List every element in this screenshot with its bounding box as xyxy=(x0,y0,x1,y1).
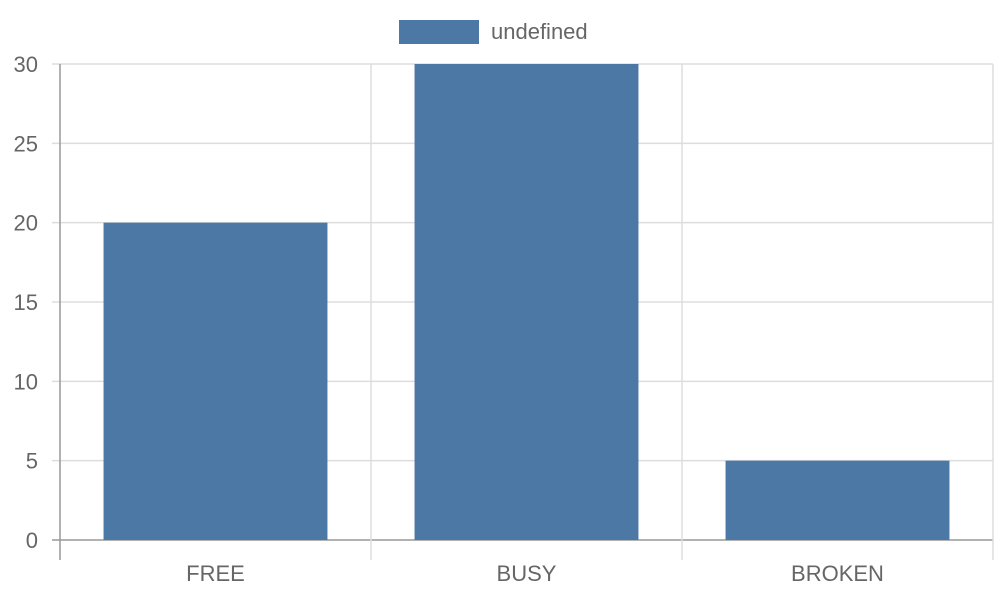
y-tick-label: 10 xyxy=(14,369,38,394)
axes: 0 5 10 15 20 25 30 FREE BUSY BROKEN xyxy=(14,52,884,586)
y-tick-label: 15 xyxy=(14,290,38,315)
y-tick-label: 30 xyxy=(14,52,38,77)
bars xyxy=(103,64,950,540)
bar-free[interactable] xyxy=(103,222,328,540)
y-tick-label: 5 xyxy=(26,449,38,474)
y-tick-label: 20 xyxy=(14,211,38,236)
bar-broken[interactable] xyxy=(725,460,950,540)
legend-swatch[interactable] xyxy=(399,20,479,44)
x-tick-label: FREE xyxy=(186,561,245,586)
legend[interactable]: undefined xyxy=(399,19,588,44)
legend-label[interactable]: undefined xyxy=(491,19,588,44)
x-tick-label: BROKEN xyxy=(791,561,884,586)
x-tick-label: BUSY xyxy=(497,561,557,586)
bar-busy[interactable] xyxy=(414,64,639,540)
y-tick-label: 0 xyxy=(26,528,38,553)
y-tick-label: 25 xyxy=(14,131,38,156)
